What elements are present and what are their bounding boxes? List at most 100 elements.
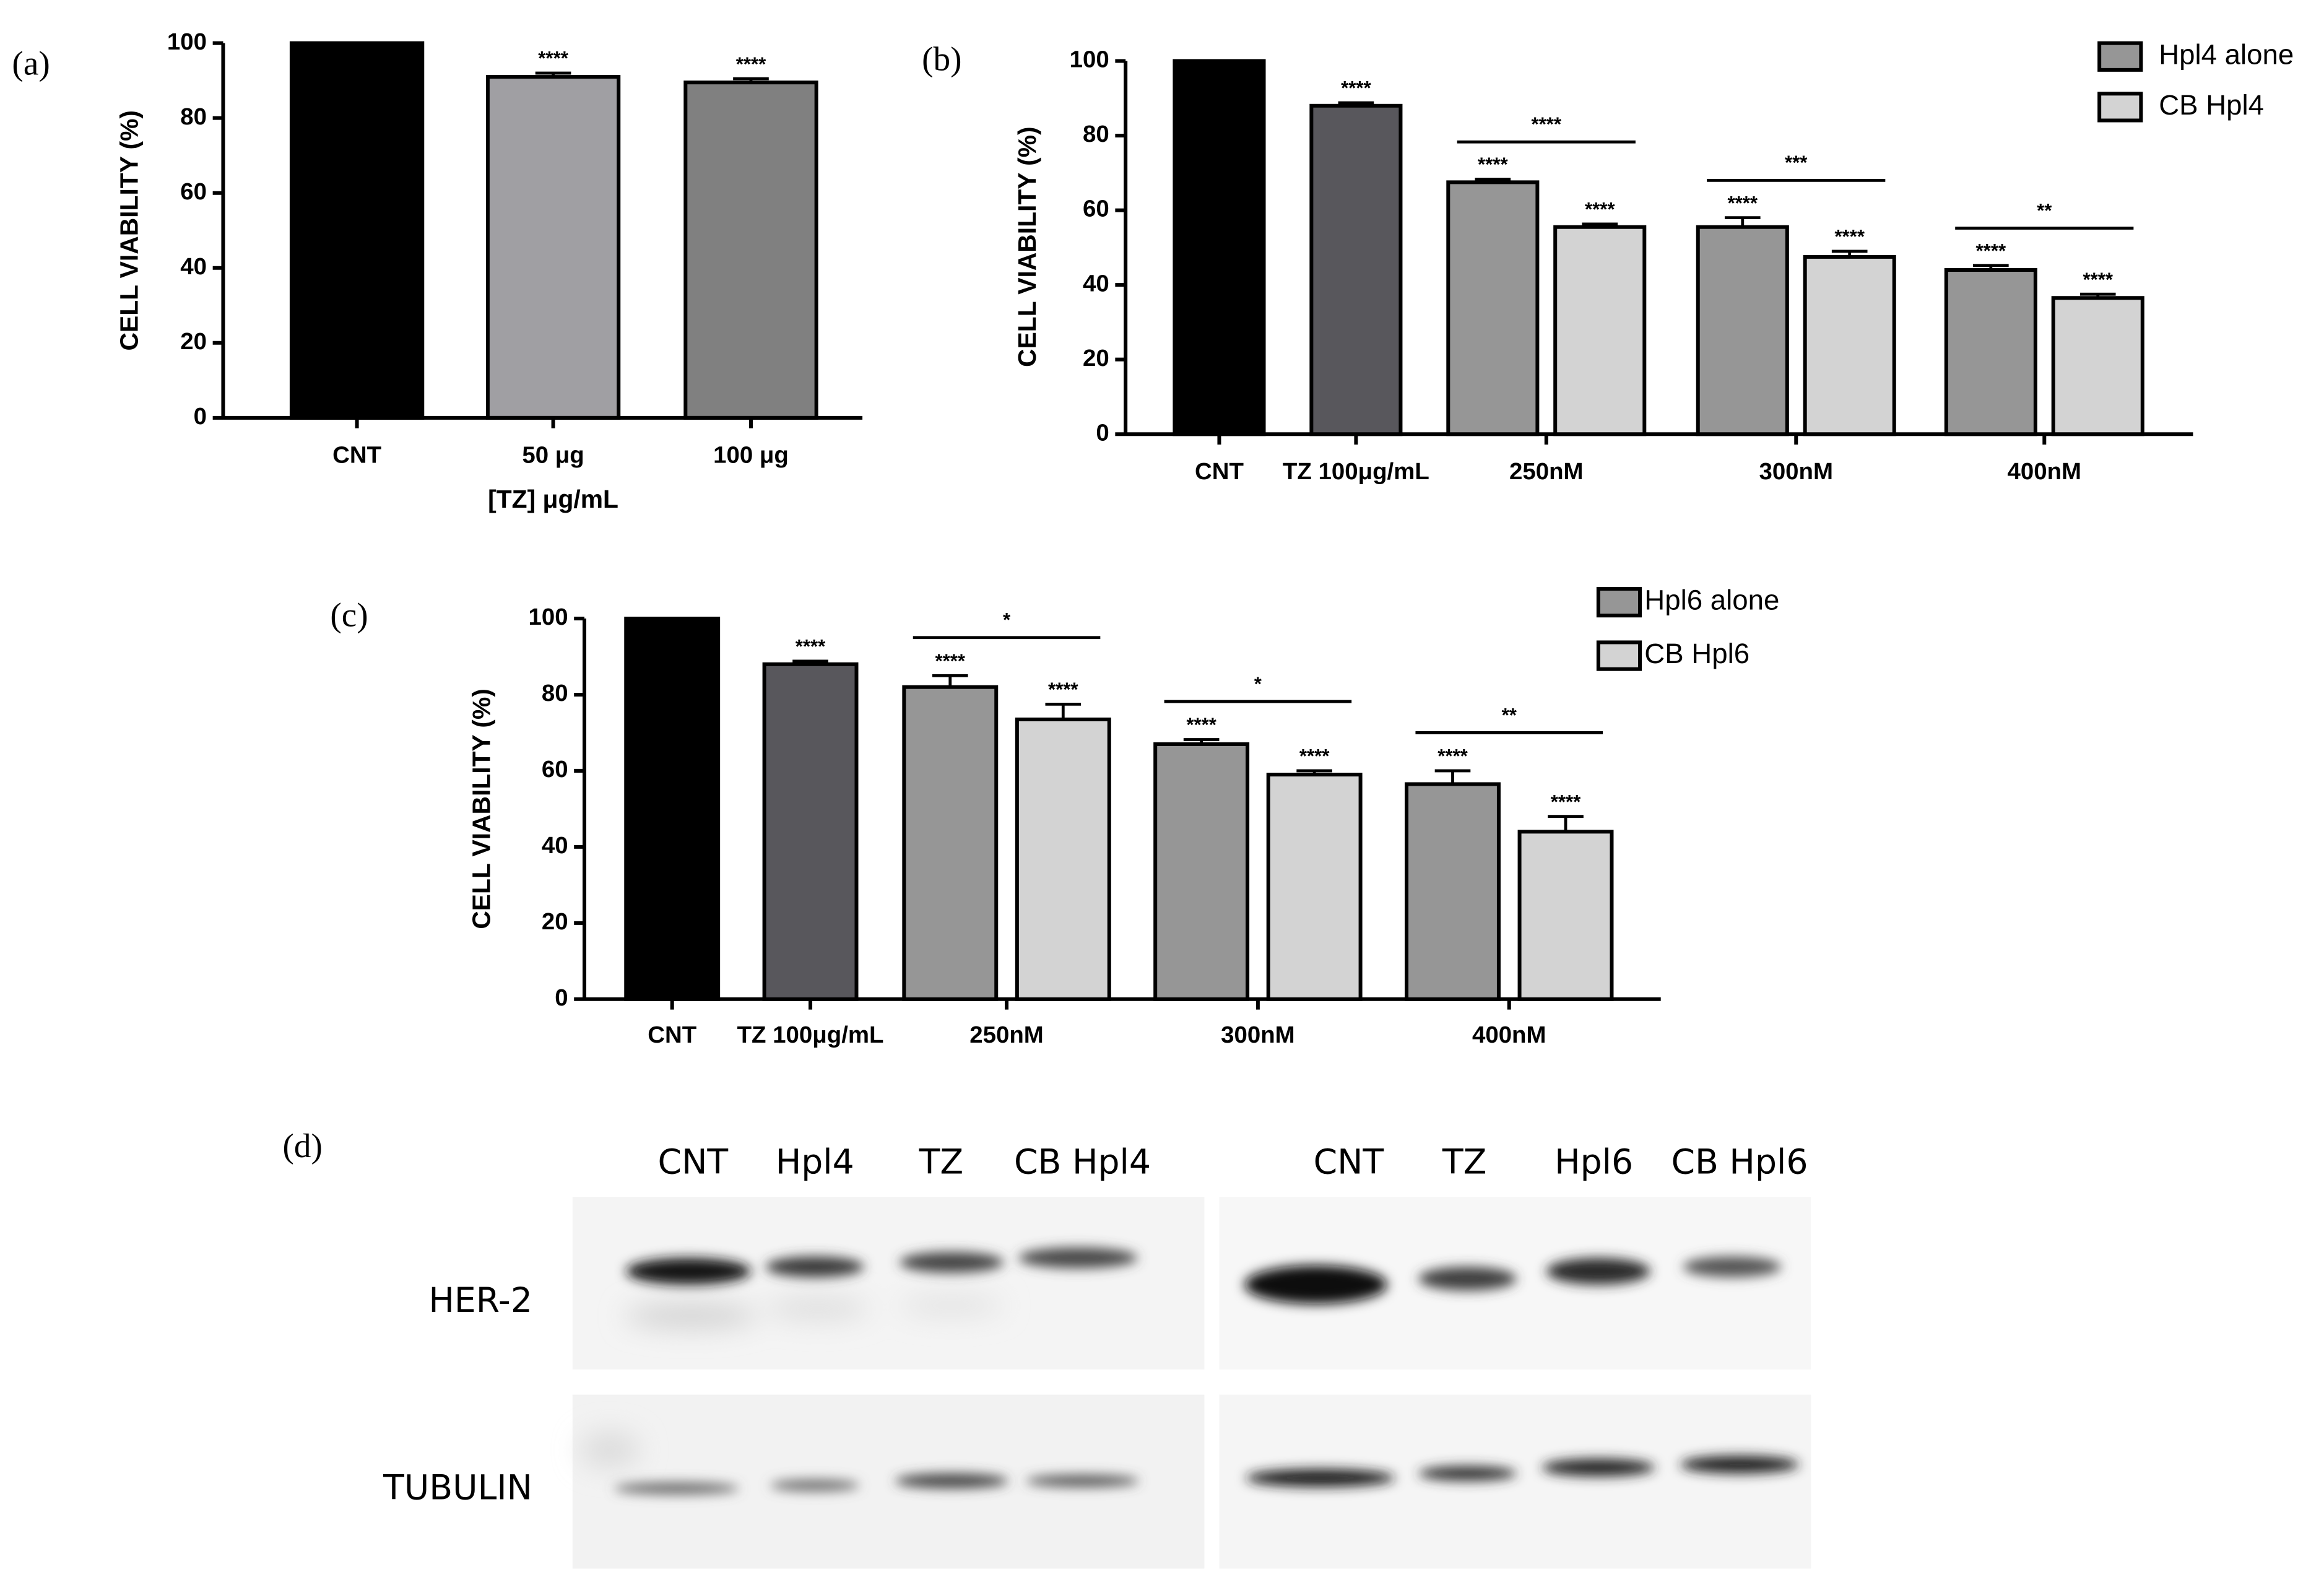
bar [902, 685, 999, 1001]
comparison-label: * [1003, 609, 1011, 631]
significance-label: **** [1437, 745, 1468, 767]
bar [1803, 254, 1896, 436]
x-tick-label: 300nM [1759, 458, 1833, 485]
x-tick-label: 400nM [1472, 1022, 1546, 1048]
x-axis-label: [TZ] μg/mL [488, 485, 618, 513]
significance-label: **** [538, 48, 568, 69]
legend-label: Hpl6 alone [1644, 584, 1779, 616]
significance-label: **** [1551, 791, 1581, 812]
legend-label: CB Hpl6 [1644, 638, 1750, 669]
lane-label: Hpl6 [1554, 1143, 1633, 1183]
row-label: HER-2 [428, 1281, 532, 1321]
comparison-label: ** [2037, 199, 2052, 221]
y-axis-label: CELL VIABILITY (%) [115, 110, 143, 350]
x-tick-label: TZ 100μg/mL [1283, 458, 1429, 485]
x-tick-label: 100 μg [713, 441, 789, 468]
y-tick-label: 60 [1083, 196, 1109, 222]
bar [1517, 830, 1614, 1001]
bar [1696, 225, 1789, 436]
bar [2051, 296, 2144, 436]
bar [1153, 742, 1250, 1001]
row-label: TUBULIN [383, 1468, 532, 1508]
significance-label: **** [2083, 269, 2113, 290]
significance-label: **** [1478, 154, 1508, 175]
y-tick-label: 80 [1083, 121, 1109, 147]
bar [624, 617, 721, 1001]
lane-label: CNT [1314, 1143, 1384, 1183]
significance-label: **** [1048, 679, 1078, 700]
y-tick-label: 100 [167, 28, 207, 55]
legend-label: CB Hpl4 [2159, 89, 2264, 121]
significance-label: **** [1186, 714, 1216, 736]
comparison-label: *** [1785, 152, 1808, 173]
panel-label: (c) [330, 596, 368, 634]
bar [289, 41, 425, 420]
lane-label: CB Hpl4 [1014, 1143, 1151, 1183]
y-tick-label: 20 [180, 328, 207, 355]
x-tick-label: 250nM [969, 1022, 1044, 1048]
x-tick-label: CNT [648, 1022, 696, 1048]
y-tick-label: 60 [542, 756, 568, 783]
panel-label: (b) [922, 40, 961, 78]
significance-label: **** [1976, 240, 2006, 261]
bar [1173, 59, 1266, 436]
comparison-label: * [1254, 673, 1262, 695]
x-tick-label: 250nM [1509, 458, 1584, 485]
significance-label: **** [1834, 226, 1865, 248]
lane-label: Hpl4 [776, 1143, 854, 1183]
y-tick-label: 20 [542, 908, 568, 935]
significance-label: **** [796, 636, 826, 658]
x-tick-label: TZ 100μg/mL [737, 1022, 884, 1048]
bar [1405, 782, 1501, 1001]
bar [1266, 773, 1363, 1001]
bar [1553, 225, 1647, 436]
bar [1015, 717, 1111, 1001]
y-axis-label: CELL VIABILITY (%) [467, 688, 495, 929]
bar [762, 662, 859, 1001]
comparison-label: **** [1531, 113, 1561, 135]
significance-label: **** [1299, 745, 1330, 767]
x-tick-label: CNT [332, 441, 381, 468]
blot-images [572, 1197, 1811, 1569]
panel-label: (a) [12, 45, 50, 82]
bar [485, 75, 621, 420]
significance-label: **** [1585, 199, 1615, 220]
y-tick-label: 0 [555, 984, 568, 1011]
significance-label: **** [1727, 192, 1758, 214]
lane-label: CNT [658, 1143, 729, 1183]
y-tick-label: 80 [542, 680, 568, 706]
significance-label: **** [1341, 77, 1371, 99]
legend-label: Hpl4 alone [2159, 38, 2294, 70]
blot-smear [579, 1295, 1004, 1468]
y-tick-label: 40 [542, 832, 568, 859]
x-tick-label: 400nM [2008, 458, 2082, 485]
x-tick-label: 300nM [1221, 1022, 1295, 1048]
significance-label: **** [935, 650, 965, 672]
legend-swatch [2097, 92, 2143, 123]
y-tick-label: 40 [180, 253, 207, 280]
legend-swatch [1596, 640, 1642, 671]
bar [1446, 180, 1540, 436]
y-tick-label: 0 [1096, 419, 1109, 446]
y-tick-label: 60 [180, 178, 207, 205]
lane-label: CB Hpl6 [1671, 1143, 1808, 1183]
y-tick-label: 0 [194, 403, 207, 430]
comparison-label: ** [1502, 704, 1517, 726]
significance-label: **** [736, 53, 766, 75]
x-tick-label: 50 μg [522, 441, 584, 468]
panel-label: (d) [283, 1127, 323, 1165]
legend-swatch [1596, 586, 1642, 618]
bar [1944, 268, 2037, 436]
blot-bands [614, 1247, 1800, 1495]
y-tick-label: 100 [529, 604, 568, 630]
y-tick-label: 100 [1070, 46, 1109, 73]
legend-swatch [2097, 41, 2143, 72]
x-tick-label: CNT [1195, 458, 1244, 485]
y-tick-label: 80 [180, 103, 207, 130]
y-tick-label: 40 [1083, 270, 1109, 297]
bar [683, 80, 818, 420]
bar [1309, 103, 1403, 436]
lane-label: TZ [1442, 1143, 1487, 1183]
